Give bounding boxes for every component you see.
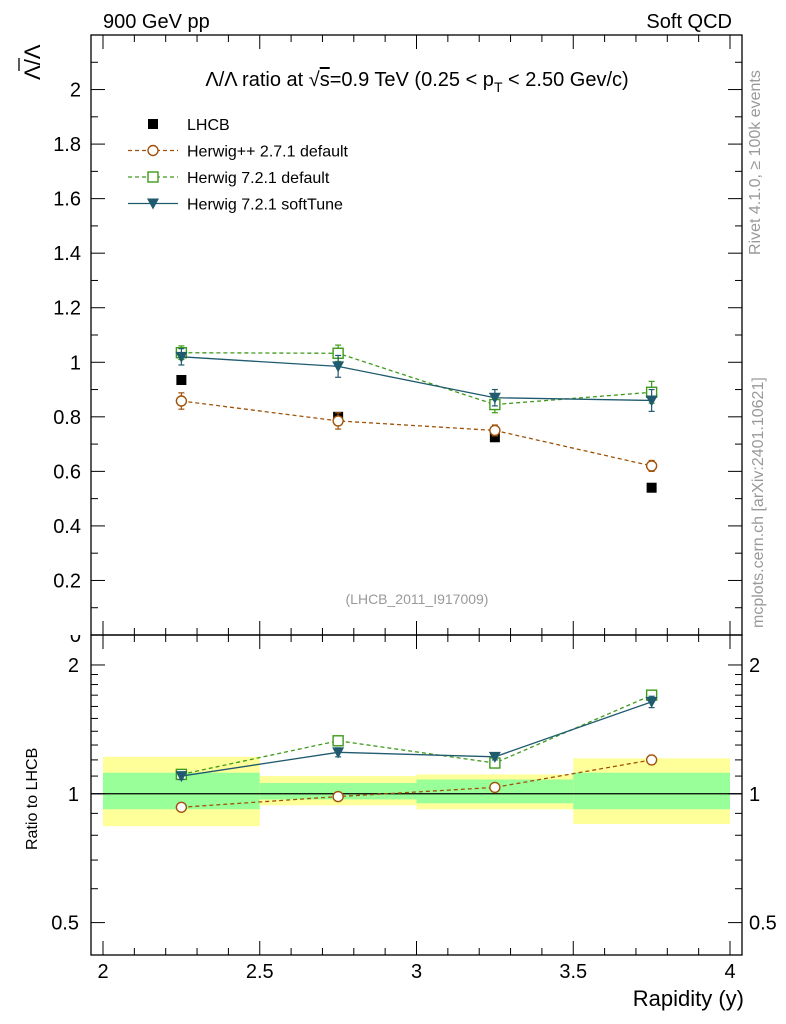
main-line-herwig-2-7-1-default	[181, 400, 652, 467]
ratio-point-herwig-7-2-1-softtune-3	[645, 696, 658, 708]
main-point-lhcb-2	[489, 432, 500, 443]
xtick-label-1: 2.5	[246, 961, 274, 983]
main-ylabel: Λ/Λ	[20, 44, 45, 80]
main-ytick-label-5: 1.2	[53, 298, 81, 320]
main-ytick-zero-label: 0	[70, 625, 81, 647]
main-ytick-label-7: 1.6	[53, 189, 81, 211]
ratio-ylabel: Ratio to LHCB	[24, 748, 41, 850]
legend-label-herwig-7-2-1-default: Herwig 7.2.1 default	[187, 170, 330, 187]
analysis-id: (LHCB_2011_I917009)	[346, 591, 489, 607]
header-right: Soft QCD	[646, 11, 732, 33]
plot-title: Λ/Λ ratio at √s=0.9 TeV (0.25 < pT < 2.5…	[205, 69, 628, 95]
ratio-ytick-label-2: 2	[68, 655, 79, 677]
title-subscript: T	[494, 79, 503, 95]
main-line-herwig-7-2-1-softtune	[181, 356, 652, 402]
ratio-line-herwig-2-7-1-default	[181, 759, 652, 808]
main-point-herwig-2-7-1-default-3	[645, 460, 658, 472]
ratio-ytick-label-0: 0.5	[51, 913, 79, 935]
ratio-bands	[91, 756, 742, 827]
ratio-point-herwig-2-7-1-default-1	[332, 790, 344, 803]
main-point-lhcb-0	[176, 375, 187, 385]
main-line-herwig-7-2-1-default	[181, 352, 652, 406]
title-prefix: Λ/Λ ratio at √	[205, 69, 319, 91]
main-ytick-label-1: 0.4	[53, 516, 81, 538]
legend-marker-herwig-7-2-1-softtune	[147, 198, 159, 210]
legend-marker-herwig-7-2-1-default	[147, 171, 159, 183]
legend: LHCB Herwig++ 2.7.1 default Herwig 7.2.1 d…	[128, 117, 349, 214]
main-point-lhcb-3	[646, 482, 657, 493]
ratio-point-herwig-2-7-1-default-3	[645, 754, 658, 766]
ratio-point-herwig-7-2-1-softtune-2	[488, 751, 501, 763]
main-ytick-zero-mask	[60, 622, 85, 635]
title-radicand: s	[320, 69, 330, 91]
ratio-line-herwig-7-2-1-default	[181, 694, 652, 776]
ratio-ytick-label-1: 1	[68, 784, 79, 806]
main-point-herwig-2-7-1-default-2	[489, 424, 501, 437]
data-series	[175, 344, 658, 813]
xtick-label-2: 3	[411, 961, 422, 983]
header-left: 900 GeV pp	[103, 11, 210, 33]
main-point-herwig-2-7-1-default-1	[332, 415, 344, 427]
ratio-ytick-label-right-0: 0.5	[749, 913, 777, 935]
main-point-herwig-7-2-1-softtune-2	[488, 392, 501, 404]
main-ytick-label-4: 1	[70, 352, 81, 374]
legend-marker-lhcb	[148, 119, 158, 129]
xlabel: Rapidity (y)	[633, 986, 744, 1011]
main-ytick-label-9: 2	[70, 80, 81, 102]
rivet-version-label: Rivet 4.1.0, ≥ 100k events	[747, 70, 764, 255]
legend-label-herwig-2-7-1-default: Herwig++ 2.7.1 default	[187, 144, 349, 161]
main-ytick-label-3: 0.8	[53, 407, 81, 429]
xtick-label-3: 3.5	[559, 961, 587, 983]
title-mid: =0.9 TeV (0.25 < p	[330, 69, 494, 91]
ratio-ytick-label-right-2: 2	[749, 655, 760, 677]
ratio-point-herwig-2-7-1-default-2	[489, 781, 501, 794]
ratio-point-herwig-2-7-1-default-0	[175, 801, 188, 813]
main-ytick-label-2: 0.6	[53, 461, 81, 483]
main-ytick-label-0: 0.2	[53, 570, 81, 592]
main-ytick-label-6: 1.4	[53, 243, 81, 265]
title-suffix: < 2.50 Gev/c)	[503, 69, 629, 91]
ratio-line-herwig-7-2-1-softtune	[181, 701, 652, 777]
main-ytick-label-8: 1.8	[53, 134, 81, 156]
main-point-herwig-7-2-1-softtune-3	[645, 395, 658, 407]
axis-ticks: 2 2.5 3 3.5 4 0.2 0.4 0.6 0.8 1 1.2 1.4 1.6 1.8 2 0 0.5 0…	[51, 35, 777, 983]
ratio-inner-band-3	[573, 772, 730, 810]
main-point-herwig-7-2-1-softtune-0	[175, 351, 188, 363]
ratio-point-herwig-7-2-1-softtune-1	[332, 747, 345, 759]
xtick-label-4: 4	[724, 961, 735, 983]
main-point-herwig-7-2-1-softtune-1	[332, 361, 345, 373]
legend-label-lhcb: LHCB	[187, 117, 230, 134]
legend-label-herwig-7-2-1-softtune: Herwig 7.2.1 softTune	[187, 197, 343, 214]
xtick-label-0: 2	[97, 961, 108, 983]
ratio-point-herwig-7-2-1-default-1	[332, 735, 344, 747]
ratio-ytick-label-right-1: 1	[749, 784, 760, 806]
legend-marker-herwig-2-7-1-default	[147, 144, 159, 157]
source-label: mcplots.cern.ch [arXiv:2401.10621]	[750, 377, 767, 628]
ratio-point-herwig-7-2-1-softtune-0	[175, 771, 188, 783]
main-point-herwig-2-7-1-default-0	[175, 395, 188, 407]
